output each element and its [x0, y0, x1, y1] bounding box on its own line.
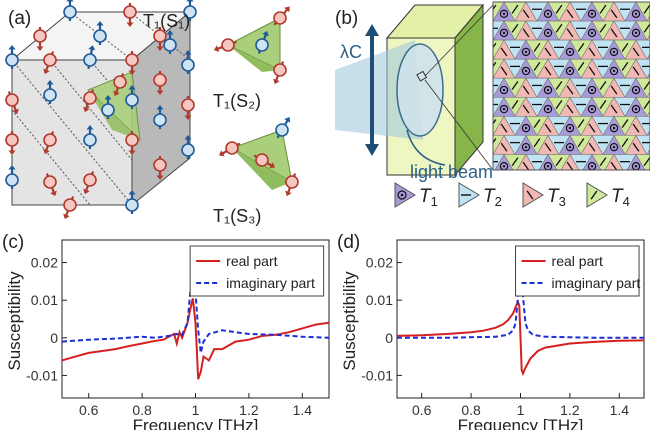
chart-d: 0.6 0.8 1 1.2 1.4 0.02 0.01 0 -0.01 Frequency [TH… — [335, 228, 650, 430]
beam-label: light beam — [410, 162, 493, 182]
x-tick-label: 1.4 — [610, 402, 630, 418]
up-spin — [276, 117, 290, 138]
lattice-triangle — [636, 173, 650, 192]
legend-label-t4: T4 — [611, 186, 630, 209]
cube-illustration: (a) T₁(S₁) T₁(S₂) T₁(S₃) — [0, 0, 335, 225]
x-tick-label: 0.6 — [79, 402, 99, 418]
x-tick-label: 1.4 — [293, 402, 313, 418]
y-axis-label: Susceptibility — [340, 271, 359, 371]
y-tick-label: -0.01 — [361, 367, 393, 383]
panel-c: 0.6 0.8 1 1.2 1.4 0.02 0.01 0 -0.01 Frequency [TH… — [0, 228, 335, 430]
y-tick-label: 0.01 — [366, 292, 393, 308]
down-spin — [274, 7, 290, 25]
x-axis-label: Frequency [THz] — [458, 416, 584, 430]
kagome-lattice — [471, 0, 650, 193]
legend-item-t1: T1 — [395, 183, 438, 209]
panel-a: (a) T₁(S₁) T₁(S₂) T₁(S₃) — [0, 0, 335, 225]
y-tick-label: 0.02 — [366, 255, 393, 271]
legend-label-t1: T1 — [419, 186, 438, 209]
lattice-triangle — [625, 173, 647, 192]
real-part-line — [397, 302, 644, 373]
legend-item-t2: T2 — [459, 183, 502, 209]
panel-b-label: (b) — [335, 8, 358, 29]
y-tick-label: 0 — [50, 330, 58, 346]
label-t1s2: T₁(S₂) — [213, 91, 261, 111]
y-tick-label: 0.01 — [31, 292, 58, 308]
y-tick-label: 0.02 — [31, 255, 58, 271]
legend-label-t2: T2 — [483, 186, 502, 209]
x-tick-label: 0.6 — [412, 402, 432, 418]
label-t1s1: T₁(S₁) — [143, 11, 190, 31]
legend-entry: imaginary part — [552, 275, 641, 291]
panel-label: (c) — [2, 232, 24, 253]
legend-entry: real part — [552, 253, 603, 269]
down-spin — [219, 142, 240, 156]
chart-c: 0.6 0.8 1 1.2 1.4 0.02 0.01 0 -0.01 Frequency [TH… — [0, 228, 335, 430]
panel-b: λC light beam T1 T2 T3 T4 (b) — [335, 0, 650, 225]
y-tick-label: 0 — [385, 330, 393, 346]
x-axis-label: Frequency [THz] — [133, 416, 259, 430]
beam-spot — [397, 44, 443, 136]
legend-label-t3: T3 — [547, 186, 566, 209]
lambda-label: λC — [340, 42, 362, 62]
kagome-illustration: λC light beam T1 T2 T3 T4 (b) — [335, 0, 650, 225]
triangle-legend: T1 T2 T3 T4 — [395, 183, 630, 209]
panel-label: (d) — [337, 232, 360, 253]
legend-entry: real part — [226, 253, 277, 269]
lattice-triangle — [471, 0, 493, 2]
legend-item-t3: T3 — [523, 183, 566, 209]
label-t1s3: T₁(S₃) — [213, 206, 261, 226]
panel-a-label: (a) — [8, 8, 31, 29]
down-spin — [214, 39, 237, 52]
panel-d: 0.6 0.8 1 1.2 1.4 0.02 0.01 0 -0.01 Frequency [TH… — [335, 228, 650, 430]
y-tick-label: -0.01 — [26, 367, 58, 383]
legend-item-t4: T4 — [587, 183, 630, 209]
lattice-triangle — [559, 173, 581, 192]
y-axis-label: Susceptibility — [5, 271, 24, 371]
lattice-triangle — [493, 173, 515, 192]
legend-entry: imaginary part — [226, 275, 315, 291]
